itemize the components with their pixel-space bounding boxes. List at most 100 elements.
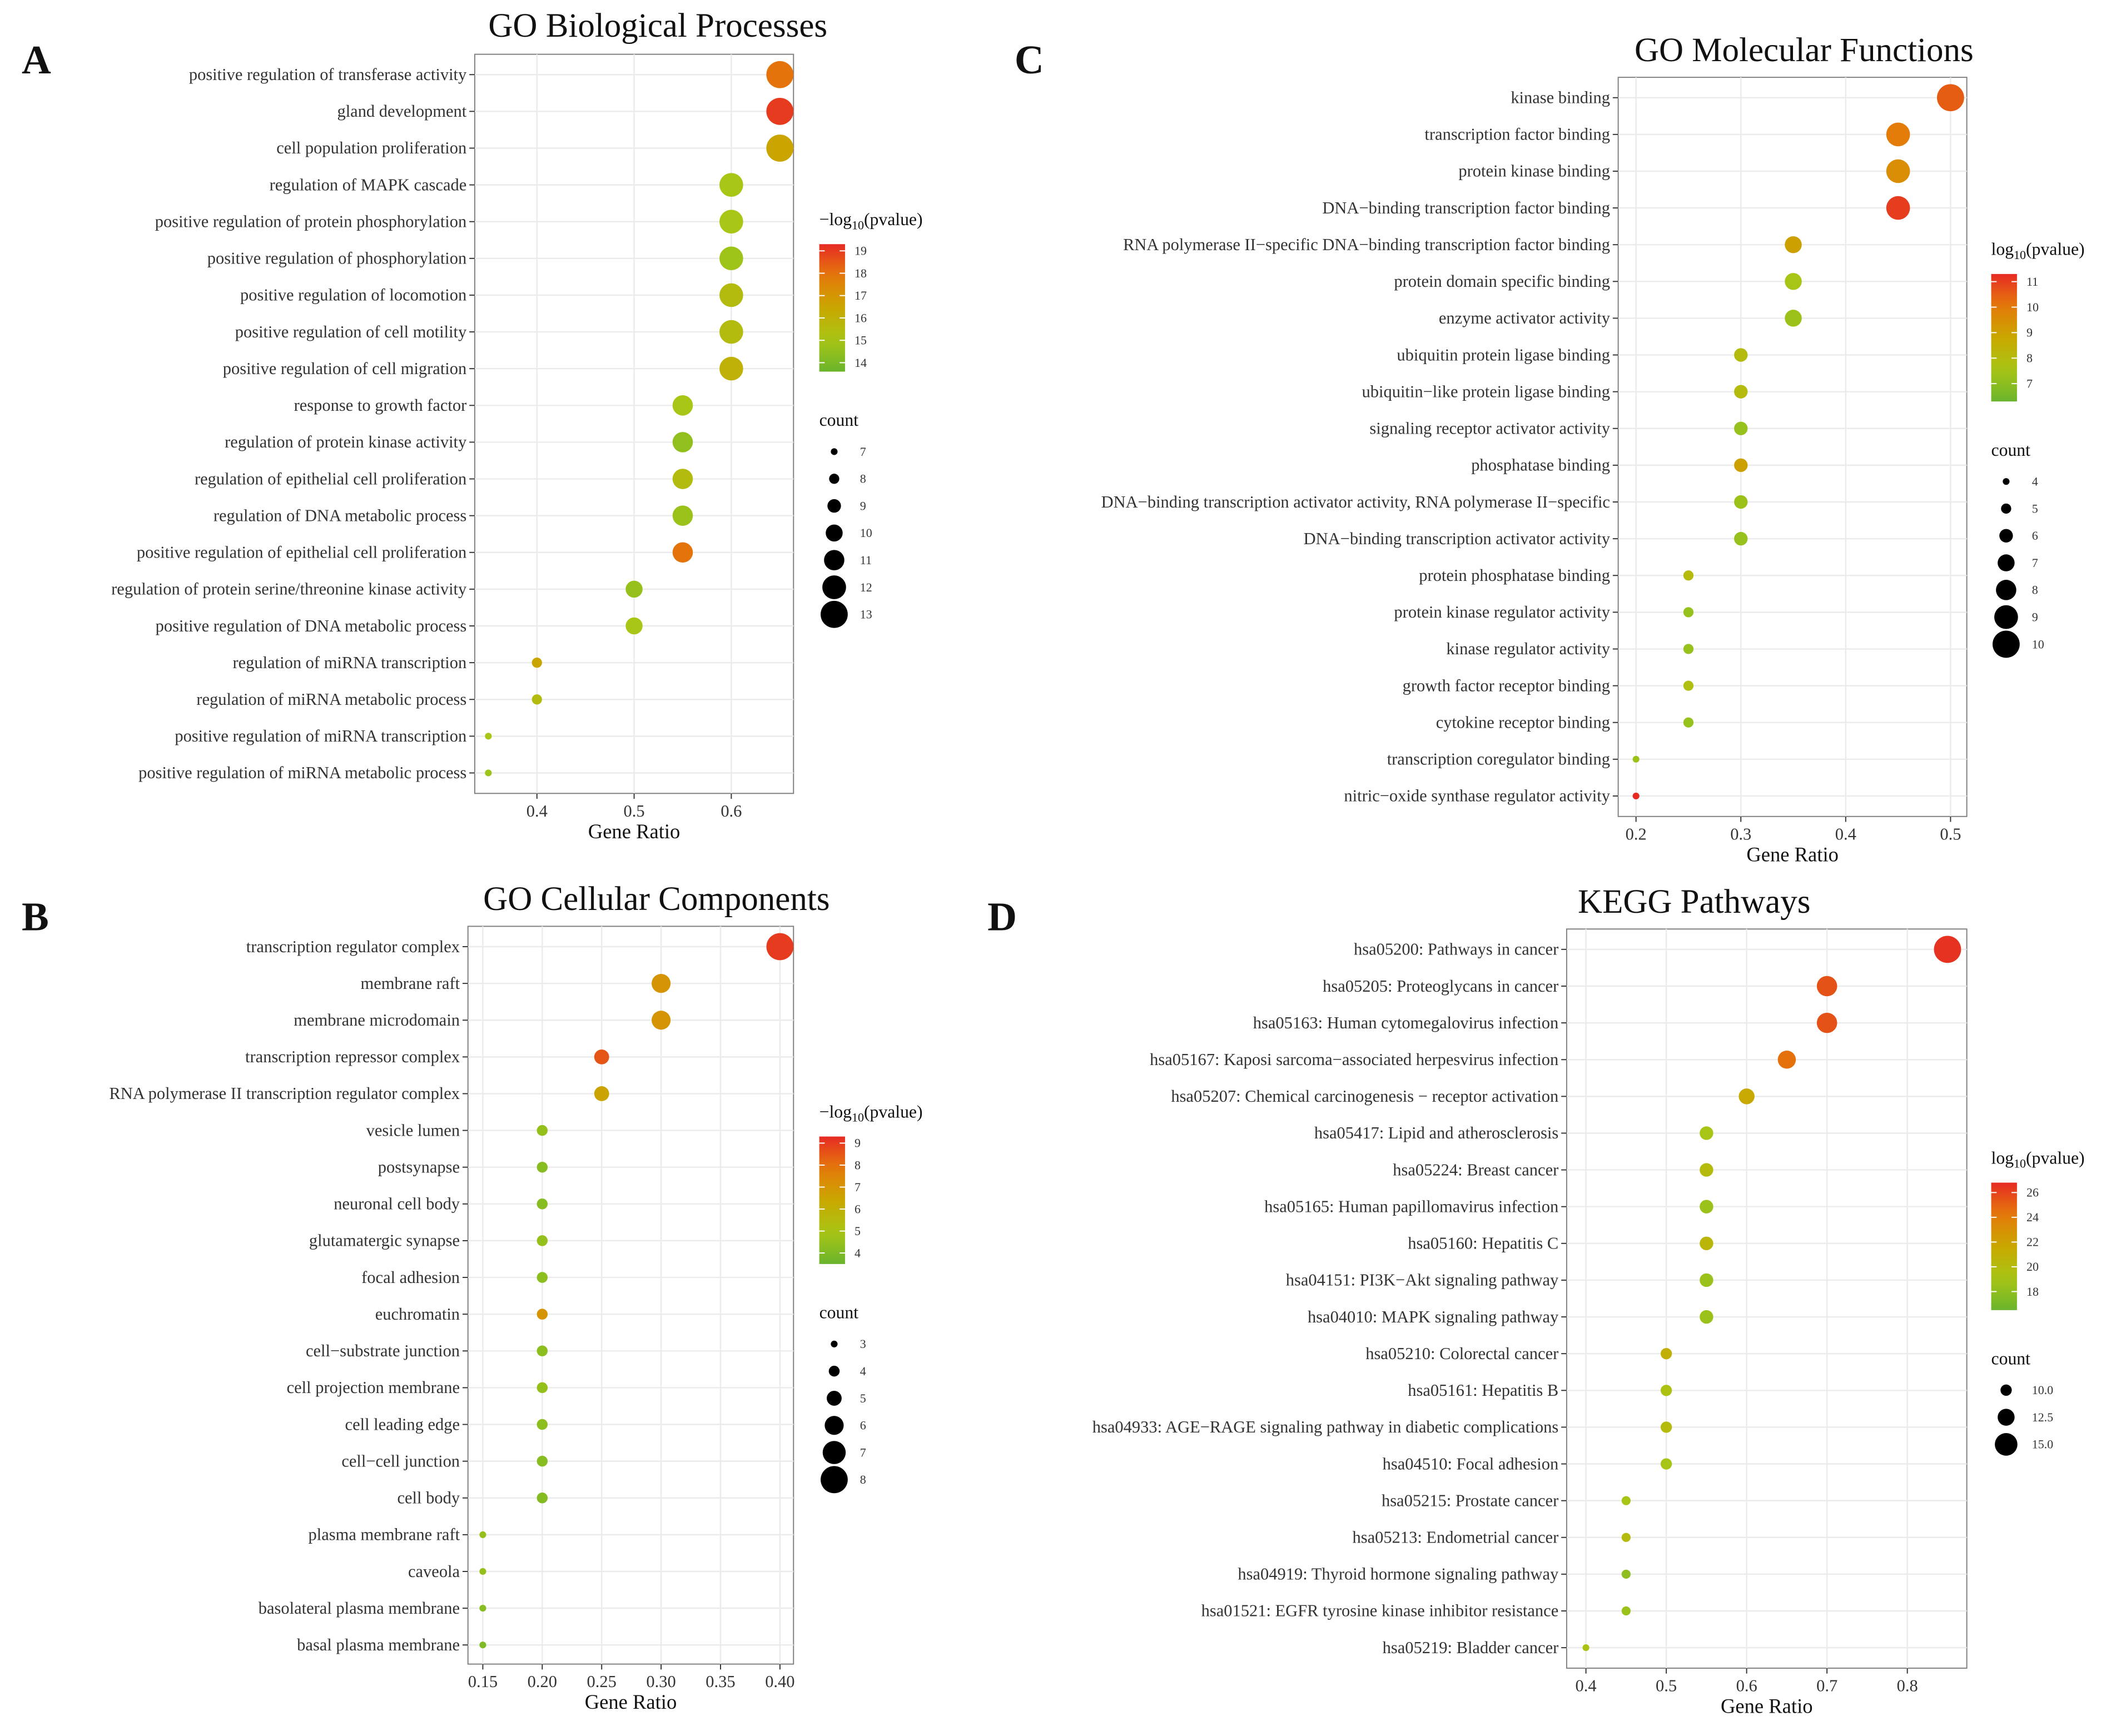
data-point [1700, 1163, 1713, 1177]
data-point [719, 173, 743, 197]
data-point [537, 1235, 548, 1246]
x-tick-label: 0.6 [721, 802, 742, 820]
term-label: hsa05219: Bladder cancer [1383, 1638, 1559, 1657]
data-point [594, 1086, 609, 1101]
size-legend: count 10.0 12.5 15.0 [1991, 1349, 2053, 1456]
data-point [485, 733, 492, 740]
color-bar-label: 16 [855, 311, 867, 325]
size-legend-dot [2000, 1384, 2012, 1396]
color-legend-title: log10(pvalue) [1991, 1148, 2085, 1170]
size-legend-label: 5 [860, 1391, 866, 1405]
term-label: regulation of DNA metabolic process [213, 506, 466, 525]
size-legend-label: 9 [2032, 610, 2038, 624]
x-tick-label: 0.5 [1940, 824, 1961, 843]
term-label: DNA−binding transcription activator acti… [1304, 529, 1611, 548]
size-legend-label: 4 [860, 1364, 866, 1378]
size-legend-dot [821, 600, 848, 628]
data-point [537, 1419, 548, 1430]
term-label: cell−substrate junction [306, 1341, 460, 1360]
term-label: euchromatin [375, 1305, 460, 1324]
panel-letter: D [987, 894, 1017, 939]
data-point [1683, 570, 1694, 581]
term-label: cell body [397, 1489, 460, 1508]
data-point [1700, 1126, 1713, 1140]
term-label: RNA polymerase II−specific DNA−binding t… [1123, 235, 1610, 254]
term-label: caveola [408, 1562, 460, 1581]
size-legend: count 3 4 5 6 7 8 [819, 1302, 866, 1494]
data-point [594, 1049, 609, 1065]
data-point [1660, 1385, 1672, 1396]
term-label: hsa05210: Colorectal cancer [1365, 1344, 1558, 1363]
term-label: positive regulation of epithelial cell p… [137, 543, 466, 562]
data-point [1660, 1421, 1672, 1433]
size-legend-label: 7 [2032, 556, 2038, 570]
size-legend-title: count [819, 410, 859, 430]
data-point [1734, 458, 1748, 472]
term-label: growth factor receptor binding [1403, 676, 1610, 695]
term-label: cell−cell junction [341, 1451, 460, 1470]
data-point [1582, 1644, 1590, 1652]
term-label: hsa05200: Pathways in cancer [1354, 940, 1558, 959]
data-point [719, 283, 743, 307]
data-point [1739, 1088, 1755, 1105]
color-bar-label: 17 [855, 288, 867, 302]
color-bar-label: 15 [855, 334, 867, 347]
term-label: transcription factor binding [1424, 125, 1610, 144]
term-label: transcription repressor complex [245, 1047, 460, 1066]
data-point [1700, 1310, 1713, 1324]
size-legend-label: 8 [860, 1473, 866, 1486]
data-point [537, 1493, 548, 1504]
term-label: positive regulation of miRNA metabolic p… [138, 763, 466, 782]
term-label: positive regulation of locomotion [240, 286, 466, 305]
data-point [537, 1272, 548, 1283]
size-legend-dot [828, 1365, 840, 1377]
term-label: positive regulation of cell migration [223, 359, 467, 378]
term-label: cytokine receptor binding [1436, 713, 1610, 732]
size-legend-dot [1994, 605, 2018, 629]
data-point [537, 1161, 548, 1173]
size-legend-title: count [1991, 440, 2031, 460]
term-label: hsa05165: Human papillomavirus infection [1264, 1197, 1558, 1216]
color-bar-label: 22 [2026, 1235, 2039, 1249]
data-point [672, 505, 693, 526]
x-tick-label: 0.5 [1656, 1676, 1677, 1695]
size-legend-label: 6 [2032, 529, 2038, 543]
term-label: hsa05167: Kaposi sarcoma−associated herp… [1150, 1050, 1558, 1069]
color-bar-label: 5 [855, 1224, 861, 1238]
size-legend-label: 7 [860, 1445, 866, 1459]
panel-letter: A [22, 37, 51, 82]
color-legend: log10(pvalue) 11 10 9 8 7 [1991, 240, 2085, 402]
term-label: positive regulation of transferase activ… [189, 65, 467, 84]
term-label: hsa01521: EGFR tyrosine kinase inhibitor… [1201, 1601, 1559, 1620]
data-point [1632, 792, 1640, 800]
term-label: membrane raft [360, 974, 460, 993]
color-legend: log10(pvalue) 26 24 22 20 18 [1991, 1148, 2085, 1310]
size-legend-title: count [1991, 1349, 2031, 1368]
data-point [479, 1531, 486, 1538]
color-bar-label: 4 [855, 1246, 861, 1260]
x-axis-label: Gene Ratio [1746, 843, 1839, 865]
term-label: cell projection membrane [287, 1378, 460, 1397]
term-label: hsa05161: Hepatitis B [1408, 1381, 1558, 1400]
size-legend-dot [2003, 478, 2010, 485]
color-bar-label: 9 [855, 1136, 861, 1150]
data-point [1683, 607, 1694, 618]
data-point [1734, 348, 1748, 362]
term-label: hsa05215: Prostate cancer [1382, 1491, 1558, 1510]
term-label: signaling receptor activator activity [1369, 419, 1610, 438]
color-legend: −log10(pvalue) 19 18 17 16 15 14 [819, 210, 923, 372]
data-point [719, 320, 743, 344]
x-tick-label: 0.6 [1736, 1676, 1757, 1695]
term-label: regulation of protein serine/threonine k… [111, 580, 467, 599]
size-legend-label: 7 [860, 445, 866, 459]
data-point [766, 933, 794, 961]
term-label: transcription regulator complex [246, 937, 460, 956]
term-label: nitric−oxide synthase regulator activity [1344, 787, 1610, 805]
data-point [1734, 531, 1748, 546]
size-legend-label: 11 [860, 553, 872, 567]
term-label: regulation of MAPK cascade [270, 175, 467, 194]
term-label: hsa04010: MAPK signaling pathway [1308, 1307, 1559, 1326]
color-bar-label: 14 [855, 356, 867, 370]
term-label: phosphatase binding [1471, 456, 1610, 475]
data-point [532, 694, 542, 705]
